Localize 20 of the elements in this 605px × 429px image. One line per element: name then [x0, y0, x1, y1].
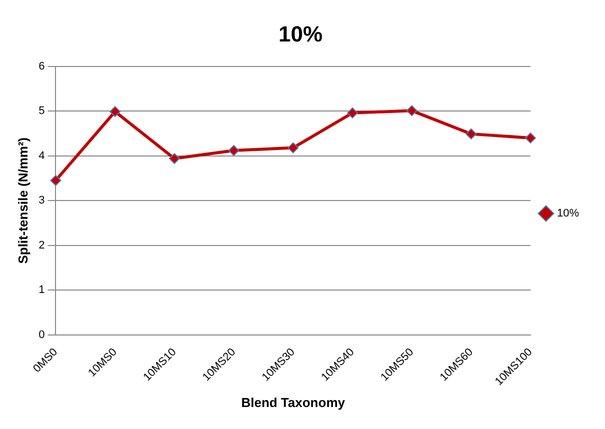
point	[466, 128, 477, 140]
y-tick-label: 3	[38, 194, 45, 207]
chart-title: 10%	[278, 21, 323, 46]
y-tick-label: 2	[38, 239, 45, 252]
y-tick-label: 4	[38, 150, 45, 162]
y-axis-title: Split-tensile (N/mm²)	[15, 137, 30, 264]
point	[288, 142, 299, 154]
point	[168, 153, 180, 164]
point	[346, 107, 358, 118]
legend-label: 10%	[556, 208, 580, 220]
point	[228, 144, 240, 156]
y-tick-label: 0	[38, 328, 45, 341]
point	[110, 106, 121, 118]
y-tick-label: 1	[38, 284, 45, 296]
point	[406, 105, 418, 116]
x-axis-title: Blend Taxonomy	[241, 394, 346, 410]
y-tick-label: 6	[38, 60, 45, 72]
y-tick-label: 5	[38, 105, 45, 118]
point	[524, 132, 536, 144]
point	[50, 174, 62, 186]
